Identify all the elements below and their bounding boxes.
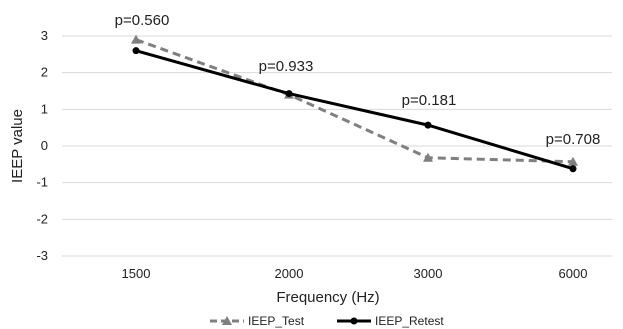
y-tick-label: 1 [41, 101, 48, 116]
y-tick-label: -2 [36, 211, 48, 226]
legend-label-test: IEEP_Test [248, 314, 305, 328]
y-tick-label: 0 [41, 138, 48, 153]
data-point [569, 165, 577, 173]
legend-marker-retest [350, 317, 358, 325]
x-axis-ticks: 1500 2000 3000 6000 [122, 266, 588, 281]
data-point [132, 47, 140, 55]
annotations: p=0.560 p=0.933 p=0.181 p=0.708 [115, 12, 601, 148]
data-point [568, 156, 578, 166]
data-point [285, 90, 293, 98]
y-tick-label: -3 [36, 248, 48, 263]
p-value-label: p=0.181 [402, 92, 457, 109]
gridlines [62, 35, 612, 257]
y-tick-label: 2 [41, 65, 48, 80]
x-axis-title: Frequency (Hz) [276, 289, 379, 306]
series-layer [131, 34, 578, 173]
y-axis-title: IEEP value [9, 109, 26, 183]
p-value-label: p=0.933 [259, 58, 314, 75]
legend: IEEP_Test IEEP_Retest [210, 314, 444, 328]
data-point [131, 34, 141, 44]
p-value-label: p=0.560 [115, 12, 170, 29]
x-tick-label: 1500 [122, 266, 151, 281]
x-tick-label: 3000 [414, 266, 443, 281]
x-tick-label: 2000 [275, 266, 304, 281]
data-point [424, 121, 432, 129]
series-line-ieep-retest [135, 49, 574, 171]
p-value-label: p=0.708 [546, 131, 601, 148]
x-tick-label: 6000 [559, 266, 588, 281]
legend-label-retest: IEEP_Retest [375, 314, 444, 328]
legend-marker-test [222, 316, 232, 325]
y-tick-label: 3 [41, 28, 48, 43]
y-tick-label: -1 [36, 175, 48, 190]
data-point [423, 152, 433, 162]
y-axis-ticks: 3 2 1 0 -1 -2 -3 [36, 28, 48, 263]
series-line-ieep-test [135, 38, 574, 164]
